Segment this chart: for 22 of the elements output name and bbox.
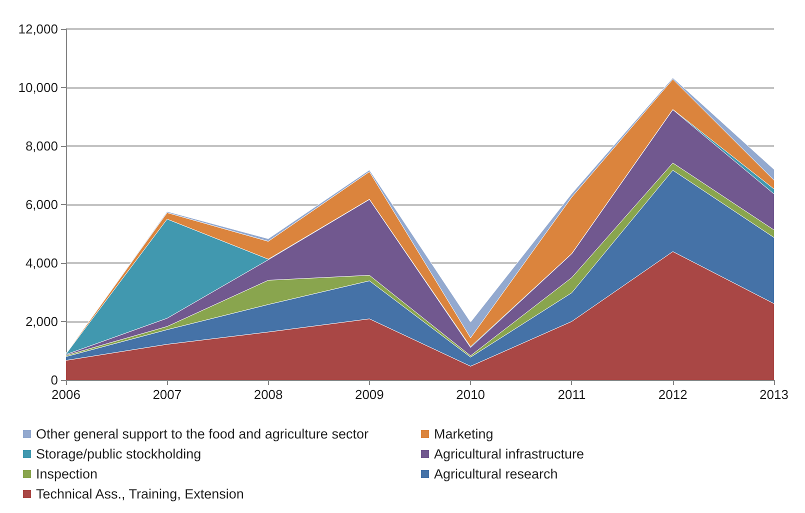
legend-label: Marketing xyxy=(434,426,494,442)
legend-label: Technical Ass., Training, Extension xyxy=(36,486,244,502)
legend-label: Agricultural research xyxy=(434,466,558,482)
x-tick-label: 2011 xyxy=(558,387,586,402)
y-tick-label: 12,000 xyxy=(18,22,58,36)
x-tick-label: 2007 xyxy=(152,387,182,402)
x-tick-label: 2008 xyxy=(254,387,283,402)
x-tick-label: 2006 xyxy=(52,387,80,402)
x-tick-label: 2010 xyxy=(456,387,486,402)
y-tick-label: 8,000 xyxy=(25,138,58,154)
y-tick-label: 6,000 xyxy=(25,197,58,212)
x-tick-label: 2013 xyxy=(760,387,788,402)
y-tick-label: 10,000 xyxy=(18,80,58,95)
legend-label: Inspection xyxy=(36,466,98,482)
y-tick-label: 4,000 xyxy=(25,256,58,270)
legend-label: Agricultural infrastructure xyxy=(434,446,584,462)
y-tick-label: 2,000 xyxy=(25,314,58,329)
legend-label: Storage/public stockholding xyxy=(36,446,202,462)
x-tick-label: 2009 xyxy=(354,387,384,402)
x-tick-label: 2012 xyxy=(658,387,688,402)
legend-label: Other general support to the food and agriculture sector xyxy=(36,426,369,442)
y-tick-label: 0 xyxy=(50,372,58,388)
